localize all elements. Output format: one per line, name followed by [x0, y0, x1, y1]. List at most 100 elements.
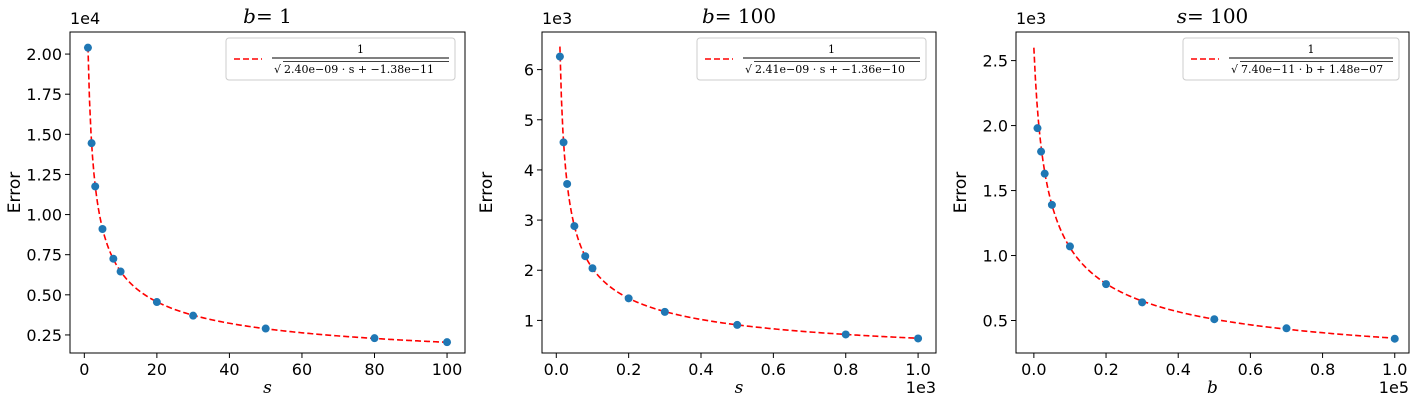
- legend-box: [1182, 37, 1400, 81]
- chart-panel-1: 0 20 40 60 80 100 0.25 0.50 0.75 1.00 1.25 1.50 1.75…: [5, 4, 466, 398]
- legend-numerator: 1: [357, 43, 364, 56]
- x-axis-label: s: [735, 378, 744, 398]
- data-point: [624, 294, 633, 303]
- x-tick-label: 0.6: [761, 360, 786, 379]
- data-point: [91, 182, 100, 191]
- y-axis-label: Error: [5, 172, 25, 213]
- x-tick-label: 1.0: [905, 360, 930, 379]
- data-point: [660, 307, 669, 316]
- data-point: [261, 324, 270, 333]
- chart-title: s= 100: [1177, 4, 1249, 28]
- legend: 1 √ 2.40e−09 · s + −1.38e−11: [225, 37, 456, 81]
- x-tick-label: 40: [219, 360, 239, 379]
- chart-title-value: = 100: [715, 4, 776, 28]
- y-tick-label: 0.50: [26, 286, 62, 305]
- x-tick-label: 0.0: [1021, 360, 1046, 379]
- y-axis-label: Error: [951, 172, 971, 213]
- y-tick-label: 2: [524, 261, 534, 280]
- fit-curve: [1033, 47, 1395, 339]
- x-tick-label: 0.6: [1238, 360, 1263, 379]
- x-tick-label: 0.8: [833, 360, 858, 379]
- data-point: [189, 311, 198, 320]
- y-tick-label: 1: [524, 311, 534, 330]
- legend: 1 √ 2.41e−09 · s + −1.36e−10: [696, 37, 927, 81]
- y-tick-label: 1.0: [983, 247, 1008, 266]
- x-tick-label: 0: [79, 360, 89, 379]
- data-point: [1040, 169, 1049, 178]
- x-tick-label: 0.2: [616, 360, 641, 379]
- x-tick-label: 80: [364, 360, 384, 379]
- data-point: [98, 225, 107, 234]
- x-tick-label: 20: [147, 360, 167, 379]
- x-axis-label: b: [1207, 378, 1218, 398]
- data-point: [1282, 324, 1291, 333]
- x-tick-label: 1.0: [1382, 360, 1407, 379]
- data-point: [1210, 315, 1219, 324]
- data-point: [1390, 334, 1399, 343]
- y-tick-label: 0.25: [26, 326, 62, 345]
- sqrt-icon: √: [1231, 63, 1239, 76]
- data-point: [1033, 124, 1042, 133]
- y-offset-label: 1e4: [70, 9, 100, 28]
- x-tick-label: 0.2: [1093, 360, 1118, 379]
- data-point: [588, 264, 597, 273]
- x-tick-label: 60: [292, 360, 312, 379]
- legend-box: [225, 37, 456, 81]
- data-point: [555, 52, 564, 61]
- axes-frame: [69, 31, 466, 354]
- x-offset-label: 1e5: [1379, 378, 1409, 397]
- data-point: [841, 330, 850, 339]
- data-point: [1037, 147, 1046, 156]
- legend-box: [696, 37, 927, 81]
- y-tick-label: 0.75: [26, 246, 62, 265]
- y-tick-label: 3: [524, 211, 534, 230]
- y-tick-label: 1.25: [26, 165, 62, 184]
- chart-panel-3: 0.0 0.2 0.4 0.6 0.8 1.0 0.5 1.0 1.5 2.0 2.5 1e3 1e5 s…: [951, 4, 1410, 398]
- legend: 1 √ 7.40e−11 · b + 1.48e−07: [1182, 37, 1400, 81]
- y-tick-label: 1.75: [26, 85, 62, 104]
- x-offset-label: 1e3: [906, 378, 936, 397]
- chart-title: b= 1: [243, 4, 292, 28]
- chart-title-variable: s: [1177, 4, 1187, 28]
- data-point: [570, 222, 579, 231]
- data-point: [581, 252, 590, 261]
- data-point: [87, 139, 96, 148]
- data-point: [116, 267, 125, 276]
- fit-curve: [559, 46, 919, 340]
- axes-frame: [1015, 31, 1410, 354]
- chart-panel-2: 0.0 0.2 0.4 0.6 0.8 1.0 1 2 3 4 5 6 1e3 1e3 b= 100 s Err…: [477, 4, 937, 398]
- y-tick-label: 0.5: [983, 312, 1008, 331]
- sqrt-icon: √: [274, 63, 282, 76]
- y-offset-label: 1e3: [1016, 9, 1046, 28]
- y-tick-label: 1.00: [26, 206, 62, 225]
- data-point: [733, 320, 742, 329]
- y-tick-label: 4: [524, 161, 534, 180]
- y-tick-label: 2.0: [983, 117, 1008, 136]
- x-tick-label: 0.0: [544, 360, 569, 379]
- y-axis-label: Error: [477, 172, 497, 213]
- chart-title-value: = 100: [1187, 4, 1248, 28]
- data-point: [1138, 298, 1147, 307]
- y-tick-label: 2.00: [26, 45, 62, 64]
- y-tick-label: 1.5: [983, 182, 1008, 201]
- legend-denominator: 2.40e−09 · s + −1.38e−11: [284, 63, 434, 76]
- data-point: [1065, 242, 1074, 251]
- data-point: [1047, 200, 1056, 209]
- data-point: [109, 254, 118, 263]
- legend-numerator: 1: [828, 43, 835, 56]
- sqrt-icon: √: [745, 63, 753, 76]
- y-tick-label: 6: [524, 61, 534, 80]
- legend-denominator: 2.41e−09 · s + −1.36e−10: [755, 63, 905, 76]
- legend-numerator: 1: [1308, 43, 1315, 56]
- x-tick-label: 0.8: [1310, 360, 1335, 379]
- data-point: [1102, 280, 1111, 289]
- chart-title: b= 100: [702, 4, 776, 28]
- data-point: [152, 298, 161, 307]
- y-tick-label: 2.5: [983, 52, 1008, 71]
- y-tick-label: 1.50: [26, 125, 62, 144]
- chart-title-variable: b: [243, 4, 256, 28]
- data-point: [559, 138, 568, 147]
- axes-frame: [541, 31, 937, 354]
- data-point: [563, 179, 572, 188]
